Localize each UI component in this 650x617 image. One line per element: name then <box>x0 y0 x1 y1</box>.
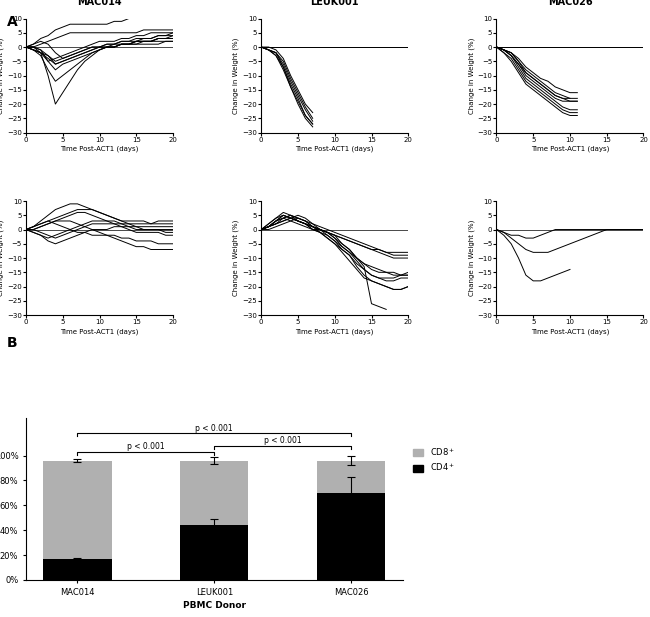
Y-axis label: Change in Weight (%): Change in Weight (%) <box>0 220 4 296</box>
Y-axis label: Change in Weight (%): Change in Weight (%) <box>233 38 239 114</box>
Text: p < 0.001: p < 0.001 <box>127 442 164 451</box>
X-axis label: Time Post-ACT1 (days): Time Post-ACT1 (days) <box>60 328 138 334</box>
X-axis label: Time Post-ACT1 (days): Time Post-ACT1 (days) <box>531 146 609 152</box>
X-axis label: Time Post-ACT1 (days): Time Post-ACT1 (days) <box>60 146 138 152</box>
Title: LEUK001: LEUK001 <box>311 0 359 7</box>
Bar <box>180 525 248 580</box>
Bar <box>180 460 248 525</box>
Y-axis label: Change in Weight (%): Change in Weight (%) <box>468 38 474 114</box>
Bar <box>317 460 385 493</box>
Legend: CD8$^+$, CD4$^+$: CD8$^+$, CD4$^+$ <box>410 442 459 477</box>
X-axis label: Time Post-ACT1 (days): Time Post-ACT1 (days) <box>296 146 374 152</box>
Text: B: B <box>6 336 17 350</box>
Text: A: A <box>6 15 18 30</box>
Y-axis label: Change in Weight (%): Change in Weight (%) <box>233 220 239 296</box>
X-axis label: Time Post-ACT1 (days): Time Post-ACT1 (days) <box>296 328 374 334</box>
Y-axis label: Change in Weight (%): Change in Weight (%) <box>468 220 474 296</box>
Text: p < 0.001: p < 0.001 <box>196 423 233 433</box>
Y-axis label: Change in Weight (%): Change in Weight (%) <box>0 38 4 114</box>
X-axis label: Time Post-ACT1 (days): Time Post-ACT1 (days) <box>531 328 609 334</box>
Title: MAC026: MAC026 <box>548 0 592 7</box>
Title: MAC014: MAC014 <box>77 0 122 7</box>
Bar <box>43 460 112 559</box>
X-axis label: PBMC Donor: PBMC Donor <box>183 601 246 610</box>
Bar <box>317 493 385 580</box>
Bar <box>43 559 112 580</box>
Text: p < 0.001: p < 0.001 <box>264 436 302 445</box>
